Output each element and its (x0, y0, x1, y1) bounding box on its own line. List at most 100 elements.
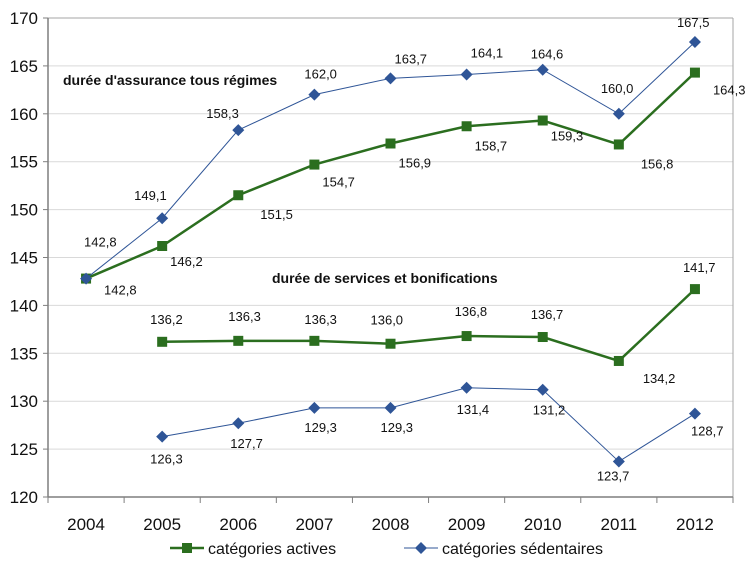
data-label: 158,3 (206, 106, 239, 121)
legend-marker-diamond (415, 542, 427, 554)
data-point-square (385, 138, 396, 149)
data-label: 129,3 (381, 420, 414, 435)
x-tick-label: 2008 (372, 515, 410, 534)
data-label: 164,3 (713, 83, 746, 98)
annotation-services: durée de services et bonifications (272, 270, 498, 286)
data-point-square (613, 139, 624, 150)
x-tick-label: 2009 (448, 515, 486, 534)
y-tick-label: 130 (10, 392, 38, 411)
data-label: 129,3 (304, 420, 337, 435)
y-tick-label: 155 (10, 153, 38, 172)
data-point-diamond (156, 430, 169, 443)
data-label: 158,7 (475, 138, 508, 153)
data-point-diamond (384, 401, 397, 414)
y-tick-label: 150 (10, 201, 38, 220)
data-point-square (537, 115, 548, 126)
data-labels: 142,8 146,2 151,5 154,7 156,9 158,7 159,3 156,8… (84, 15, 745, 484)
data-label: 160,0 (601, 81, 634, 96)
data-point-square (157, 241, 168, 252)
data-label: 136,8 (455, 304, 488, 319)
legend-label: catégories actives (208, 541, 336, 558)
data-label: 131,4 (457, 402, 490, 417)
y-tick-label: 170 (10, 9, 38, 28)
legend-label: catégories sédentaires (442, 541, 603, 558)
data-label: 162,0 (304, 67, 337, 82)
data-point-diamond (308, 88, 321, 101)
data-point-square (385, 338, 396, 349)
data-point-square (689, 67, 700, 78)
y-tick-label: 140 (10, 296, 38, 315)
legend: catégories actives catégories sédentaires (170, 541, 603, 558)
data-point-diamond (232, 417, 245, 430)
data-point-diamond (156, 212, 169, 225)
data-label: 156,8 (641, 156, 674, 171)
data-label: 136,3 (304, 312, 337, 327)
y-tick-label: 165 (10, 57, 38, 76)
data-label: 131,2 (533, 403, 566, 418)
data-point-diamond (688, 407, 701, 420)
data-point-square (537, 332, 548, 343)
y-tick-label: 145 (10, 249, 38, 268)
data-label: 163,7 (395, 51, 428, 66)
data-point-square (613, 355, 624, 366)
x-tick-label: 2011 (601, 515, 638, 534)
x-tick-label: 2005 (143, 515, 181, 534)
data-point-diamond (536, 383, 549, 396)
data-point-diamond (460, 68, 473, 81)
annotations: durée d'assurance tous régimes durée de … (63, 72, 498, 286)
data-label: 149,1 (134, 188, 167, 203)
data-point-diamond (460, 381, 473, 394)
data-label: 128,7 (691, 424, 724, 439)
data-label: 142,8 (104, 283, 137, 298)
legend-marker-square (182, 543, 192, 553)
data-point-square (689, 284, 700, 295)
data-label: 164,6 (531, 47, 564, 62)
data-label: 156,9 (399, 155, 432, 170)
data-label: 164,1 (471, 46, 504, 61)
y-tick-label: 120 (10, 488, 38, 507)
series-line (85, 71, 696, 280)
x-tick-label: 2007 (295, 515, 333, 534)
x-tick-label: 2010 (524, 515, 562, 534)
data-point-diamond (612, 107, 625, 120)
data-point-diamond (536, 63, 549, 76)
y-tick-label: 160 (10, 105, 38, 124)
x-axis-ticks: 2004 2005 2006 2007 2008 2009 2010 2011 2012 (47, 497, 734, 534)
data-point-square (157, 336, 168, 347)
data-point-diamond (688, 35, 701, 48)
data-label: 151,5 (260, 207, 293, 222)
data-label: 136,2 (150, 312, 183, 327)
data-point-square (309, 159, 320, 170)
data-label: 136,0 (371, 313, 404, 328)
data-label: 142,8 (84, 235, 117, 250)
data-label: 159,3 (551, 129, 584, 144)
data-point-square (233, 335, 244, 346)
data-label: 126,3 (150, 452, 183, 467)
data-label: 141,7 (683, 260, 716, 275)
x-tick-label: 2006 (219, 515, 257, 534)
data-label: 154,7 (322, 175, 355, 190)
data-point-square (461, 331, 472, 342)
data-point-square (233, 190, 244, 201)
data-point-diamond (612, 455, 625, 468)
data-label: 136,7 (531, 307, 564, 322)
annotation-assurance: durée d'assurance tous régimes (63, 72, 277, 88)
data-label: 123,7 (597, 469, 630, 484)
x-tick-label: 2012 (676, 515, 714, 534)
y-tick-label: 135 (10, 344, 38, 363)
data-point-diamond (384, 72, 397, 85)
data-label: 167,5 (677, 15, 710, 30)
data-label: 134,2 (643, 371, 676, 386)
data-point-diamond (308, 401, 321, 414)
data-point-diamond (232, 124, 245, 137)
data-label: 136,3 (228, 309, 261, 324)
series-group (80, 35, 701, 468)
series-line (162, 387, 696, 463)
y-axis-ticks: 120 125 130 135 140 145 150 155 160 165 170 (10, 9, 48, 507)
data-label: 146,2 (170, 254, 203, 269)
data-label: 127,7 (230, 436, 263, 451)
y-tick-label: 125 (10, 440, 38, 459)
data-point-square (309, 335, 320, 346)
x-tick-label: 2004 (67, 515, 105, 534)
